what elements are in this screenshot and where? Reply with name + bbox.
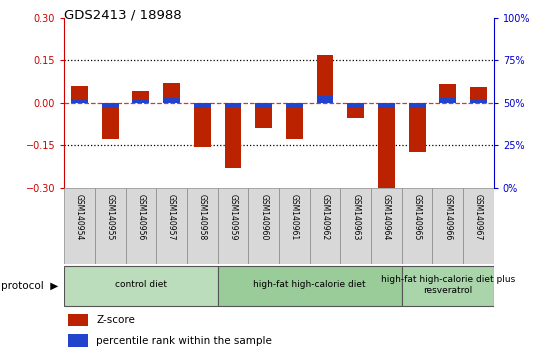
Text: high-fat high-calorie diet: high-fat high-calorie diet [253, 280, 366, 290]
Bar [64, 266, 218, 306]
Bar [224, 103, 242, 168]
Bar [132, 100, 150, 103]
Bar [102, 103, 119, 139]
Text: GSM140961: GSM140961 [290, 194, 299, 240]
Text: GSM140962: GSM140962 [320, 194, 330, 240]
Bar [224, 103, 242, 107]
Bar [408, 103, 426, 108]
Bar [163, 83, 180, 103]
Bar [255, 103, 272, 128]
Bar [126, 188, 156, 264]
Bar [132, 91, 150, 103]
Bar [218, 266, 402, 306]
Text: GSM140954: GSM140954 [75, 194, 84, 240]
Bar [347, 103, 364, 118]
Bar [69, 334, 88, 347]
Bar [340, 188, 371, 264]
Bar [439, 98, 456, 103]
Bar [71, 86, 88, 103]
Bar [378, 103, 395, 108]
Text: GSM140960: GSM140960 [259, 194, 268, 240]
Bar [156, 188, 187, 264]
Text: GSM140966: GSM140966 [443, 194, 453, 240]
Bar [187, 188, 218, 264]
Text: high-fat high-calorie diet plus
resveratrol: high-fat high-calorie diet plus resverat… [381, 275, 515, 295]
Text: GSM140959: GSM140959 [228, 194, 238, 240]
Bar [470, 100, 487, 103]
Text: GSM140963: GSM140963 [351, 194, 360, 240]
Bar [163, 98, 180, 103]
Text: GSM140967: GSM140967 [474, 194, 483, 240]
Bar [316, 55, 334, 103]
Bar [347, 103, 364, 108]
Bar [71, 100, 88, 103]
Bar [95, 188, 126, 264]
Text: GSM140965: GSM140965 [412, 194, 422, 240]
Bar [408, 103, 426, 152]
Bar [470, 87, 487, 103]
Bar [316, 96, 334, 103]
Text: Z-score: Z-score [97, 315, 135, 325]
Bar [463, 188, 494, 264]
Text: GSM140964: GSM140964 [382, 194, 391, 240]
Bar [286, 103, 303, 139]
Bar [439, 84, 456, 103]
Bar [194, 103, 211, 108]
Text: percentile rank within the sample: percentile rank within the sample [97, 336, 272, 346]
Bar [432, 188, 463, 264]
Text: GSM140958: GSM140958 [198, 194, 207, 240]
Bar [371, 188, 402, 264]
Bar [402, 188, 432, 264]
Bar [218, 188, 248, 264]
Text: GSM140955: GSM140955 [105, 194, 115, 240]
Text: GSM140957: GSM140957 [167, 194, 176, 240]
Bar [310, 188, 340, 264]
Bar [402, 266, 494, 306]
Bar [248, 188, 279, 264]
Bar [378, 103, 395, 188]
Bar [194, 103, 211, 147]
Bar [255, 103, 272, 108]
Bar [279, 188, 310, 264]
Text: control diet: control diet [115, 280, 167, 290]
Bar [102, 103, 119, 108]
Text: GSM140956: GSM140956 [136, 194, 146, 240]
Text: protocol  ▶: protocol ▶ [1, 281, 59, 291]
Bar [69, 314, 88, 326]
Bar [64, 188, 95, 264]
Bar [286, 103, 303, 108]
Text: GDS2413 / 18988: GDS2413 / 18988 [64, 9, 182, 22]
